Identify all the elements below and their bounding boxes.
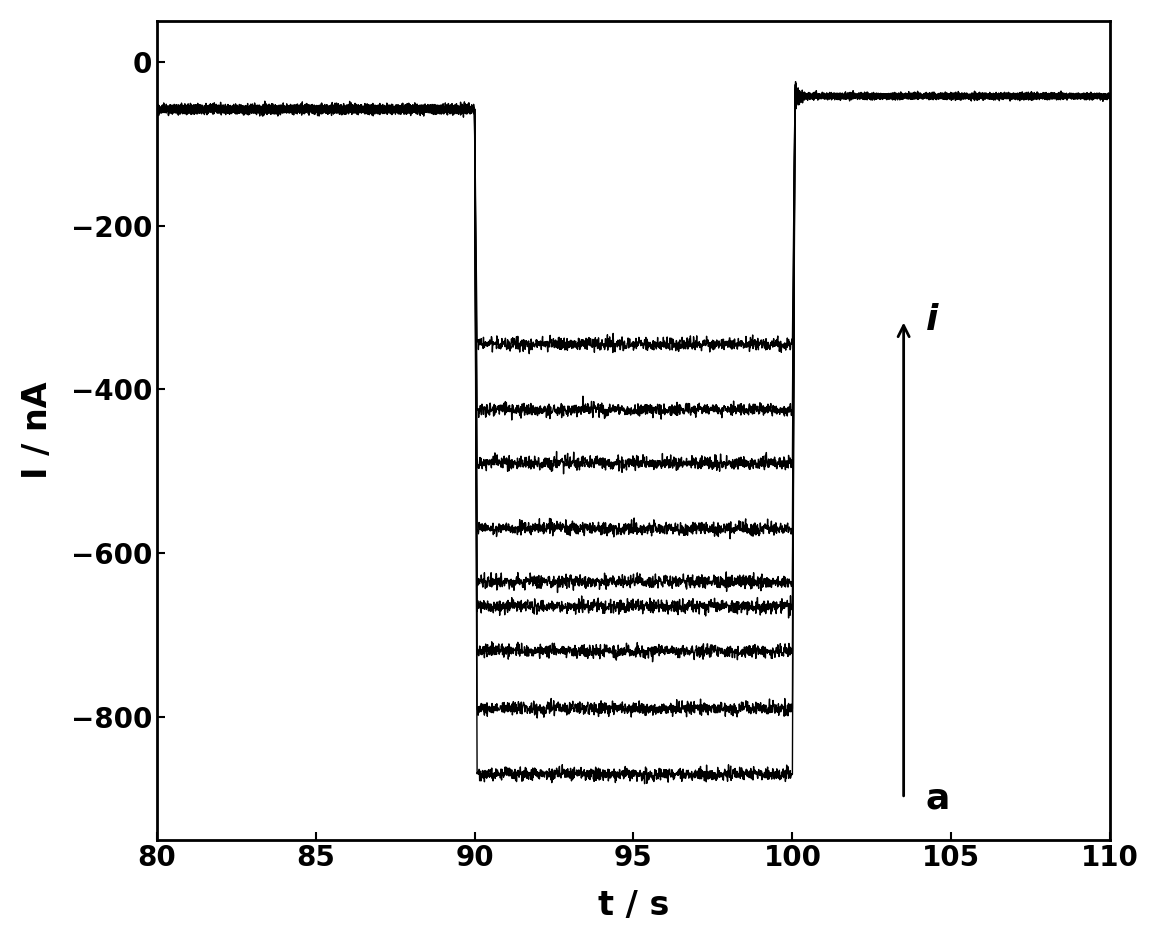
Text: i: i [926,303,938,337]
Y-axis label: I / nA: I / nA [21,381,53,479]
X-axis label: t / s: t / s [597,889,669,922]
Text: a: a [926,782,950,816]
